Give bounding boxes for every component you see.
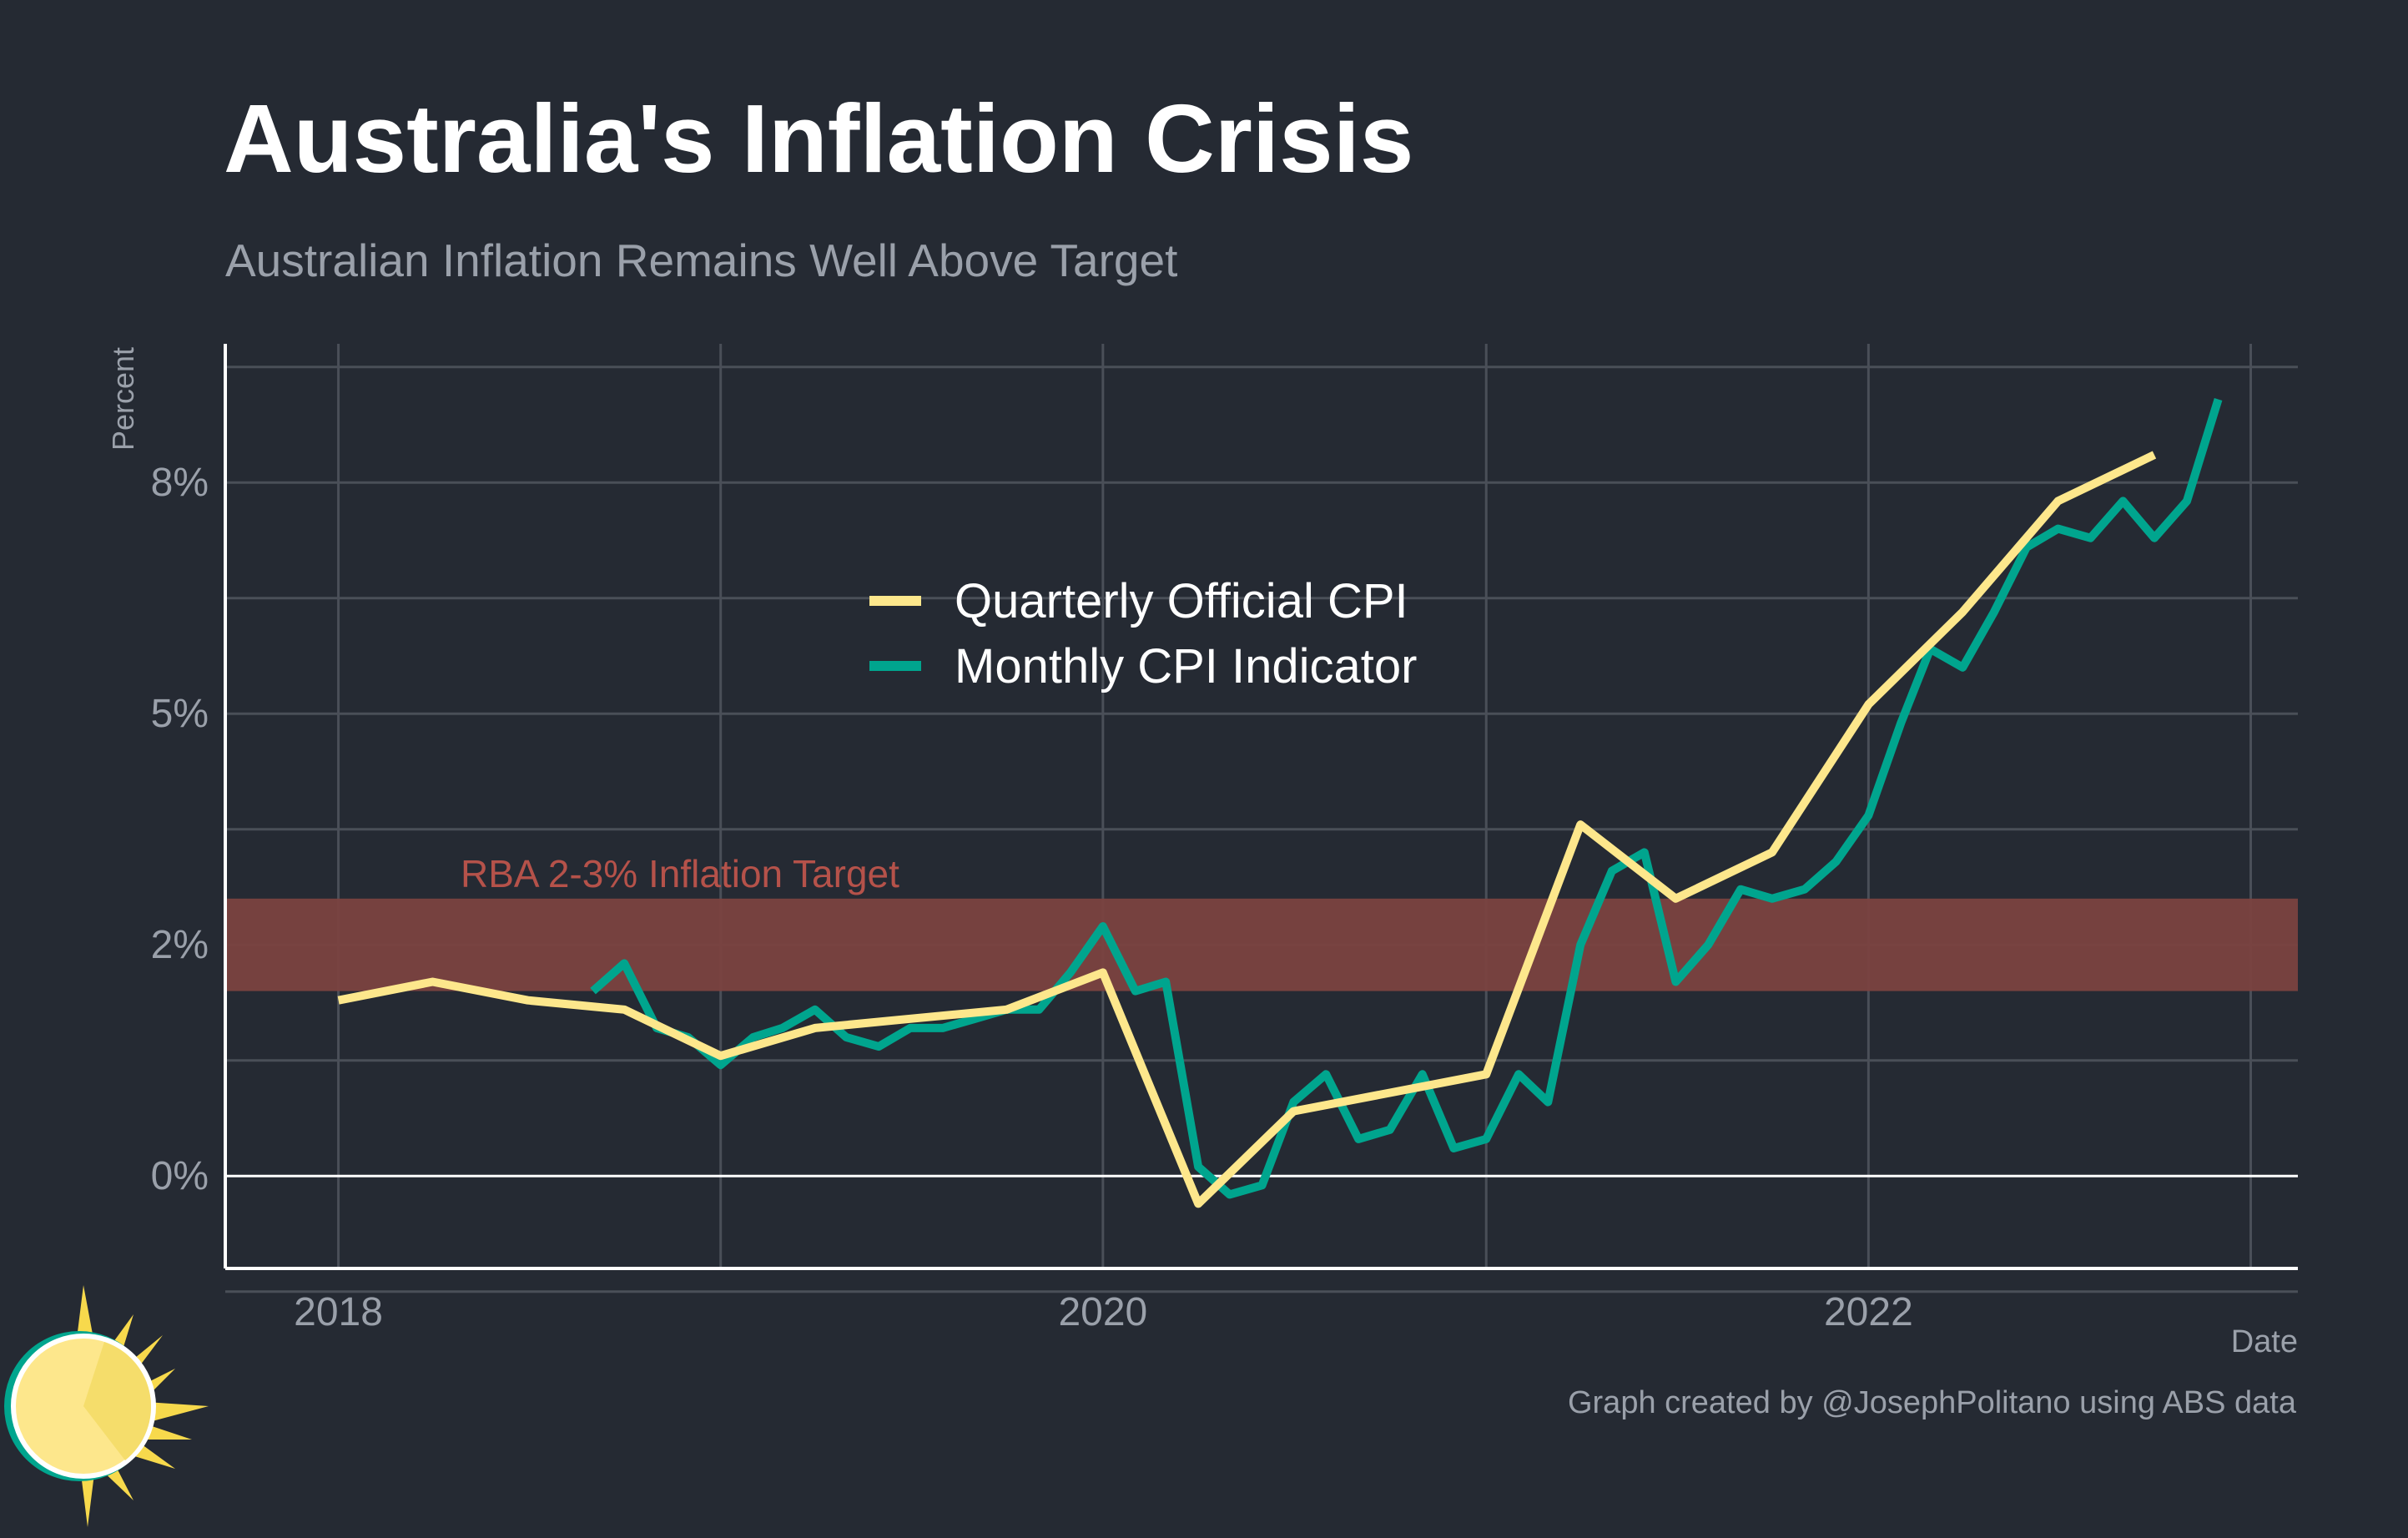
y-tick-label: 2% (151, 923, 209, 967)
x-tick-label: 2018 (294, 1290, 383, 1334)
y-tick-label: 8% (151, 461, 209, 505)
target-band-label: RBA 2-3% Inflation Target (461, 852, 899, 895)
x-tick-label: 2020 (1058, 1290, 1147, 1334)
source-caption: Graph created by @JosephPolitano using A… (1567, 1385, 2296, 1420)
sun-logo-icon (4, 1285, 209, 1527)
y-axis-title: Percent (106, 347, 140, 451)
x-axis-title: Date (2231, 1324, 2298, 1359)
series-line-monthly (590, 398, 2223, 1199)
x-tick-label: 2022 (1824, 1290, 1913, 1334)
target-band (225, 898, 2298, 991)
y-tick-label: 0% (151, 1154, 209, 1198)
chart-subtitle: Australian Inflation Remains Well Above … (225, 234, 1178, 286)
legend-label: Quarterly Official CPI (955, 574, 1408, 628)
y-tick-label: 5% (151, 692, 209, 736)
chart-title: Australia's Inflation Crisis (224, 84, 1414, 193)
legend-label: Monthly CPI Indicator (955, 639, 1417, 693)
series-line-quarterly (337, 451, 2157, 1208)
